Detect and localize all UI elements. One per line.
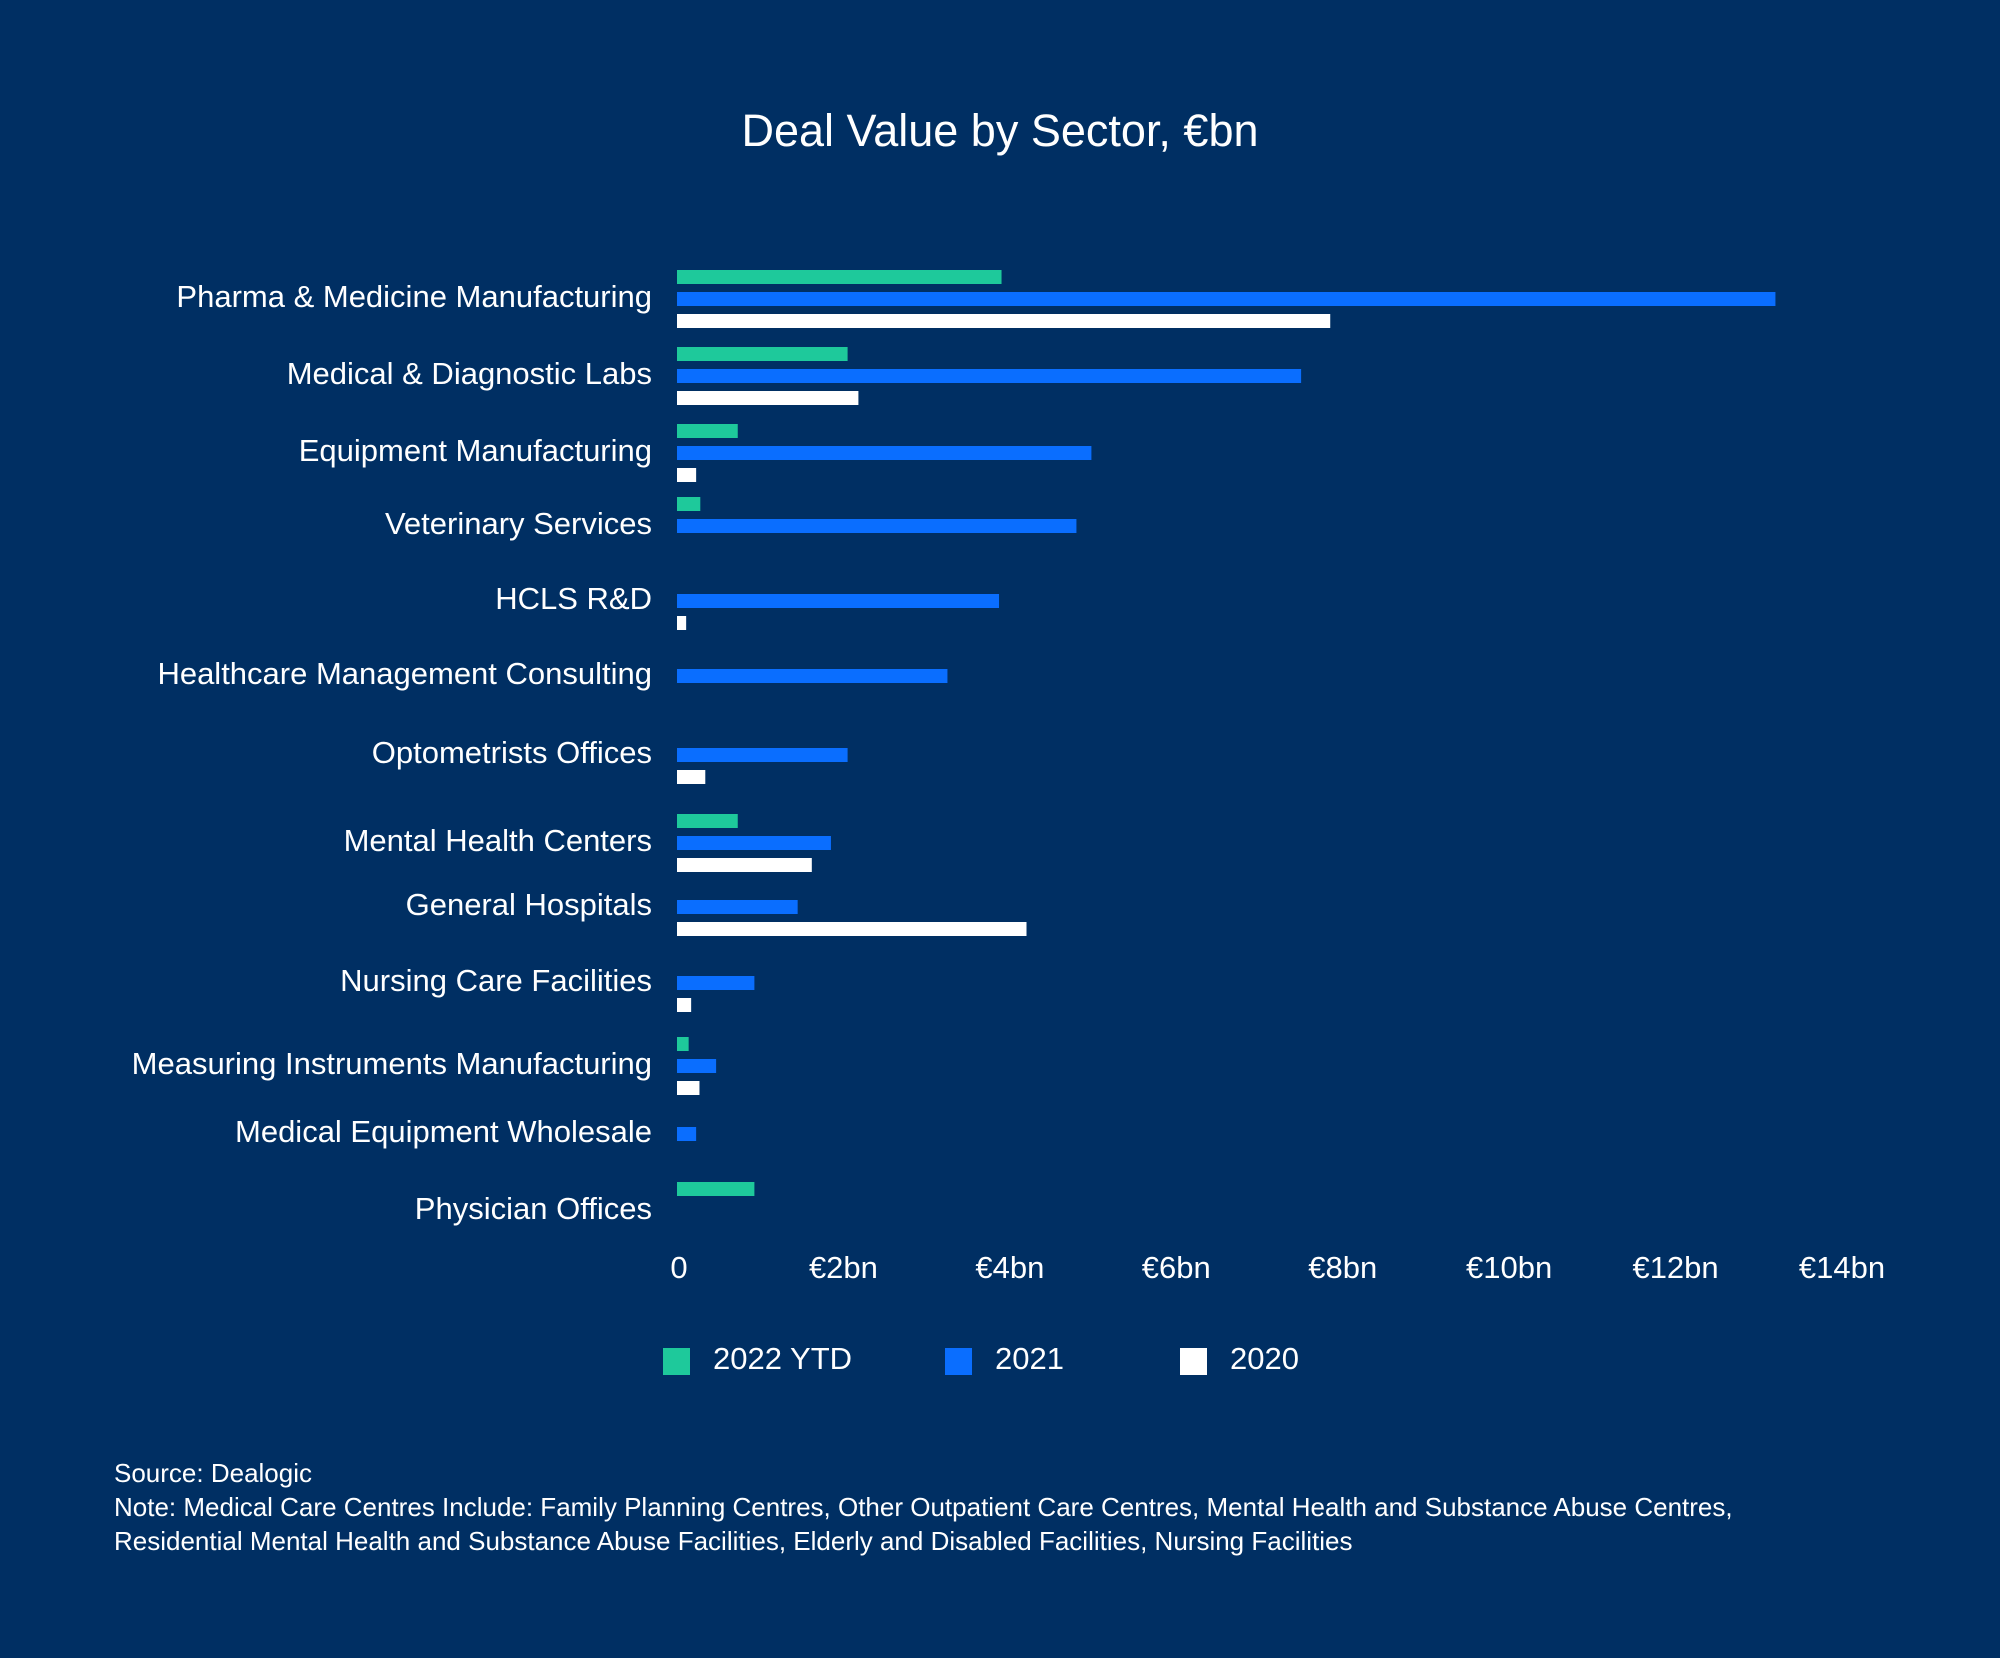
bar-optometrists-offices-2020 — [677, 770, 706, 784]
bar-pharma-and-medicine-manufacturing-2021 — [677, 292, 1776, 306]
bar-healthcare-management-consulting-2021 — [677, 669, 948, 683]
category-label-mental-health-centers: Mental Health Centers — [344, 823, 652, 858]
category-label-pharma-and-medicine-manufacturing: Pharma & Medicine Manufacturing — [176, 279, 652, 314]
bar-physician-offices-2022-ytd — [677, 1182, 755, 1196]
x-tick-label-3: €6bn — [1142, 1250, 1211, 1285]
bar-medical-equipment-wholesale-2021 — [677, 1127, 697, 1141]
legend-label-2022-ytd: 2022 YTD — [713, 1341, 852, 1376]
bar-equipment-manufacturing-2022-ytd — [677, 424, 738, 438]
x-tick-label-0: 0 — [670, 1250, 687, 1285]
category-label-healthcare-management-consulting: Healthcare Management Consulting — [157, 656, 652, 691]
bar-pharma-and-medicine-manufacturing-2020 — [677, 314, 1331, 328]
legend-swatch-2021 — [945, 1348, 972, 1375]
bar-measuring-instruments-manufacturing-2022-ytd — [677, 1037, 689, 1051]
note-text-line-2: Residential Mental Health and Substance … — [114, 1526, 1353, 1556]
bar-measuring-instruments-manufacturing-2021 — [677, 1059, 717, 1073]
bar-general-hospitals-2020 — [677, 922, 1027, 936]
x-tick-label-7: €14bn — [1799, 1250, 1885, 1285]
legend-swatch-2022-ytd — [663, 1348, 690, 1375]
chart-title: Deal Value by Sector, €bn — [742, 105, 1259, 156]
category-label-nursing-care-facilities: Nursing Care Facilities — [340, 963, 652, 998]
bar-mental-health-centers-2020 — [677, 858, 812, 872]
bar-measuring-instruments-manufacturing-2020 — [677, 1081, 700, 1095]
bar-veterinary-services-2021 — [677, 519, 1077, 533]
bar-pharma-and-medicine-manufacturing-2022-ytd — [677, 270, 1002, 284]
x-tick-label-5: €10bn — [1466, 1250, 1552, 1285]
x-tick-label-4: €8bn — [1308, 1250, 1377, 1285]
x-tick-label-6: €12bn — [1632, 1250, 1718, 1285]
category-labels: Pharma & Medicine Manufacturing Medical &… — [132, 279, 652, 1226]
category-label-optometrists-offices: Optometrists Offices — [372, 735, 652, 770]
category-label-medical-equipment-wholesale: Medical Equipment Wholesale — [235, 1114, 652, 1149]
bar-hcls-randd-2020 — [677, 616, 687, 630]
bars-group — [677, 270, 1776, 1196]
category-label-measuring-instruments-manufacturing: Measuring Instruments Manufacturing — [132, 1046, 652, 1081]
category-label-general-hospitals: General Hospitals — [406, 887, 652, 922]
legend-label-2021: 2021 — [995, 1341, 1064, 1376]
bar-mental-health-centers-2022-ytd — [677, 814, 738, 828]
category-label-physician-offices: Physician Offices — [415, 1191, 652, 1226]
bar-optometrists-offices-2021 — [677, 748, 848, 762]
x-axis-tick-labels: 0 €2bn €4bn €6bn €8bn €10bn €12bn €14bn — [670, 1250, 1885, 1285]
bar-equipment-manufacturing-2020 — [677, 468, 697, 482]
category-label-veterinary-services: Veterinary Services — [385, 506, 652, 541]
bar-medical-and-diagnostic-labs-2020 — [677, 391, 859, 405]
legend-swatch-2020 — [1180, 1348, 1207, 1375]
bar-hcls-randd-2021 — [677, 594, 1000, 608]
legend: 2022 YTD 2021 2020 — [663, 1341, 1299, 1376]
note-text-line-1: Note: Medical Care Centres Include: Fami… — [114, 1492, 1733, 1522]
legend-label-2020: 2020 — [1230, 1341, 1299, 1376]
category-label-medical-and-diagnostic-labs: Medical & Diagnostic Labs — [287, 356, 652, 391]
bar-general-hospitals-2021 — [677, 900, 798, 914]
source-text: Source: Dealogic — [114, 1458, 312, 1488]
bar-mental-health-centers-2021 — [677, 836, 831, 850]
footnote: Source: Dealogic Note: Medical Care Cent… — [114, 1456, 1934, 1558]
bar-nursing-care-facilities-2021 — [677, 976, 755, 990]
bar-nursing-care-facilities-2020 — [677, 998, 692, 1012]
category-label-equipment-manufacturing: Equipment Manufacturing — [299, 433, 652, 468]
bar-equipment-manufacturing-2021 — [677, 446, 1092, 460]
x-tick-label-2: €4bn — [975, 1250, 1044, 1285]
x-tick-label-1: €2bn — [809, 1250, 878, 1285]
bar-medical-and-diagnostic-labs-2022-ytd — [677, 347, 848, 361]
bar-medical-and-diagnostic-labs-2021 — [677, 369, 1302, 383]
bar-veterinary-services-2022-ytd — [677, 497, 701, 511]
category-label-hcls-randd: HCLS R&D — [495, 581, 652, 616]
